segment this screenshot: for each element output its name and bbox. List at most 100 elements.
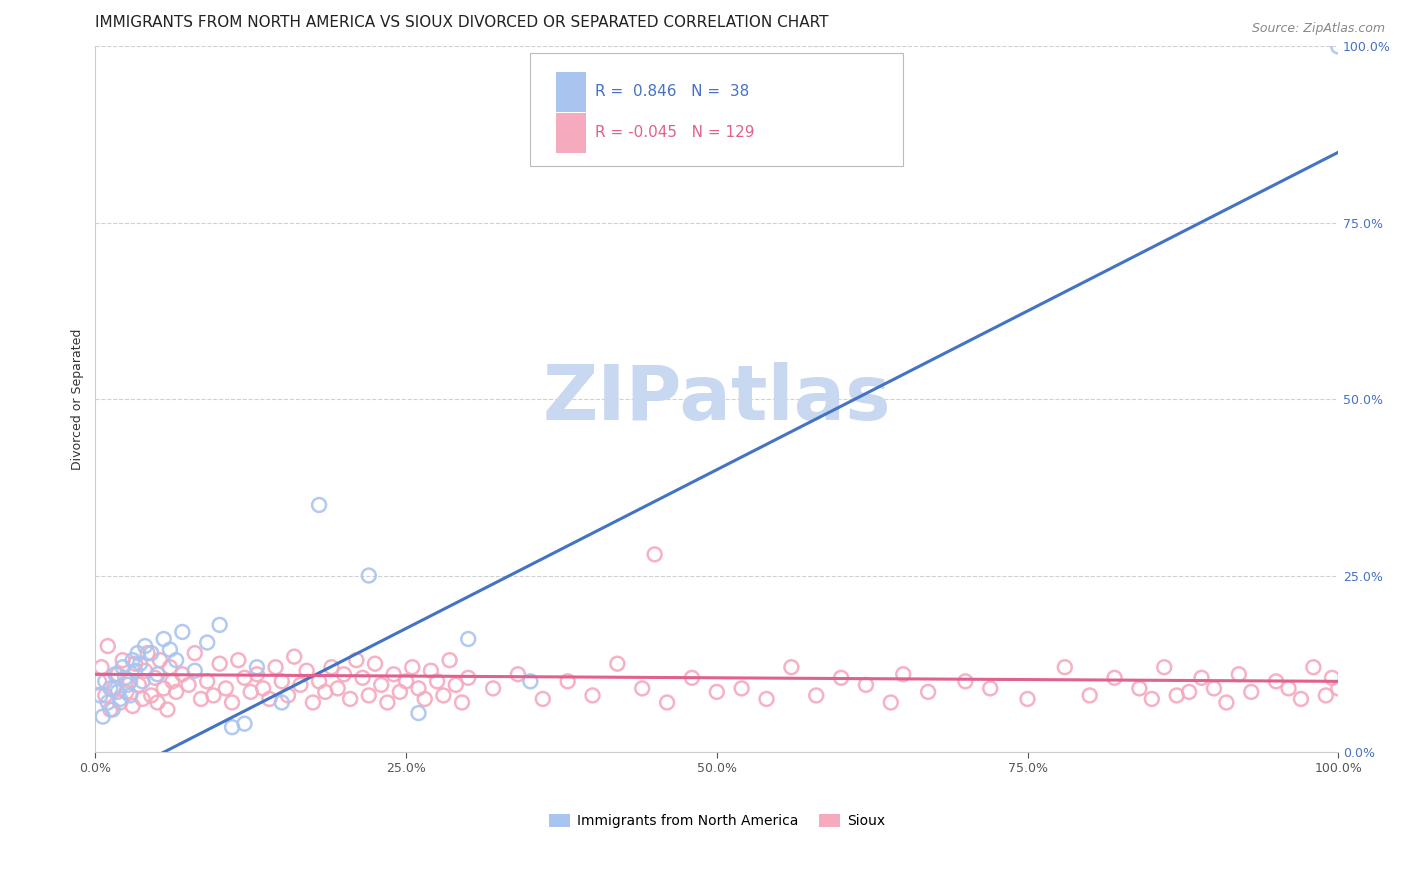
Point	[120, 689, 142, 703]
Point	[419, 664, 441, 678]
Point	[333, 667, 356, 681]
Point	[221, 720, 243, 734]
Point	[780, 660, 803, 674]
Point	[655, 696, 678, 710]
Point	[855, 678, 877, 692]
Point	[432, 689, 454, 703]
Point	[308, 674, 330, 689]
Point	[295, 664, 318, 678]
Point	[159, 642, 181, 657]
Text: Source: ZipAtlas.com: Source: ZipAtlas.com	[1251, 22, 1385, 36]
Point	[184, 664, 207, 678]
Point	[208, 657, 231, 671]
Point	[252, 681, 274, 696]
Point	[308, 498, 330, 512]
Point	[506, 667, 529, 681]
Point	[806, 689, 828, 703]
Point	[195, 635, 218, 649]
Point	[519, 674, 541, 689]
Point	[1327, 681, 1350, 696]
Point	[1320, 671, 1343, 685]
Point	[1078, 689, 1101, 703]
Point	[115, 685, 138, 699]
Point	[103, 681, 125, 696]
Point	[1153, 660, 1175, 674]
Point	[246, 667, 269, 681]
Point	[128, 678, 150, 692]
Point	[195, 674, 218, 689]
Legend: Immigrants from North America, Sioux: Immigrants from North America, Sioux	[543, 808, 890, 834]
Point	[149, 653, 172, 667]
Point	[357, 689, 380, 703]
Text: ZIPatlas: ZIPatlas	[543, 362, 891, 436]
Point	[136, 646, 159, 660]
Point	[457, 671, 479, 685]
Point	[98, 681, 121, 696]
Text: R = -0.045   N = 129: R = -0.045 N = 129	[595, 125, 755, 140]
Point	[270, 674, 292, 689]
Point	[1178, 685, 1201, 699]
Point	[146, 696, 169, 710]
Point	[891, 667, 914, 681]
Point	[111, 660, 134, 674]
Point	[221, 696, 243, 710]
Point	[172, 624, 194, 639]
Point	[1191, 671, 1213, 685]
Point	[159, 660, 181, 674]
Point	[134, 664, 156, 678]
Point	[1215, 696, 1237, 710]
Point	[1053, 660, 1076, 674]
Point	[408, 706, 430, 720]
Point	[880, 696, 903, 710]
Point	[184, 646, 207, 660]
Point	[143, 671, 166, 685]
FancyBboxPatch shape	[530, 54, 903, 167]
Point	[606, 657, 628, 671]
Point	[152, 681, 174, 696]
Point	[121, 699, 143, 714]
Point	[955, 674, 977, 689]
Point	[290, 678, 312, 692]
Point	[190, 692, 212, 706]
Point	[326, 681, 349, 696]
Point	[344, 653, 367, 667]
Point	[226, 653, 249, 667]
Point	[117, 678, 139, 692]
Point	[233, 671, 256, 685]
Point	[1202, 681, 1225, 696]
Point	[370, 678, 392, 692]
Point	[89, 689, 111, 703]
Point	[124, 664, 146, 678]
Point	[1289, 692, 1312, 706]
Point	[681, 671, 703, 685]
Point	[121, 653, 143, 667]
Point	[107, 685, 129, 699]
Point	[321, 660, 343, 674]
Point	[114, 671, 136, 685]
Text: IMMIGRANTS FROM NORTH AMERICA VS SIOUX DIVORCED OR SEPARATED CORRELATION CHART: IMMIGRANTS FROM NORTH AMERICA VS SIOUX D…	[96, 15, 830, 30]
Point	[129, 657, 152, 671]
Point	[277, 689, 299, 703]
Point	[94, 674, 117, 689]
Point	[482, 681, 505, 696]
Point	[979, 681, 1001, 696]
Point	[352, 671, 374, 685]
Point	[395, 674, 418, 689]
FancyBboxPatch shape	[557, 72, 586, 112]
Point	[706, 685, 728, 699]
Point	[202, 689, 225, 703]
Point	[162, 674, 184, 689]
Point	[94, 689, 117, 703]
Point	[731, 681, 754, 696]
Point	[917, 685, 939, 699]
Point	[408, 681, 430, 696]
Point	[97, 639, 120, 653]
Point	[457, 632, 479, 646]
Point	[239, 685, 262, 699]
Point	[1327, 39, 1350, 54]
Point	[141, 689, 163, 703]
Point	[152, 632, 174, 646]
Point	[755, 692, 778, 706]
Point	[233, 716, 256, 731]
Point	[156, 702, 179, 716]
